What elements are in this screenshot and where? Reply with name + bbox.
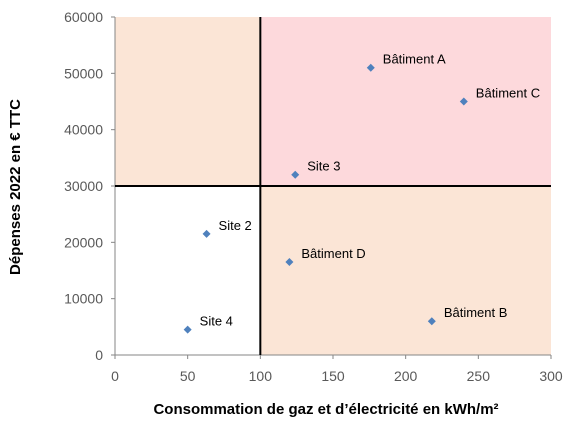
x-axis-title: Consommation de gaz et d’électricité en … (153, 401, 498, 418)
data-point-label: Site 4 (200, 314, 233, 329)
quadrant-bottom-right (260, 186, 551, 355)
x-tick-label: 150 (321, 368, 345, 384)
x-tick-label: 300 (539, 368, 563, 384)
data-point-label: Bâtiment B (444, 305, 508, 320)
y-tick-label: 60000 (64, 9, 103, 25)
data-point-label: Bâtiment A (383, 52, 446, 67)
y-tick-label: 50000 (64, 65, 103, 81)
y-tick-label: 30000 (64, 178, 103, 194)
data-point (202, 229, 211, 238)
quadrant-top-left (115, 17, 261, 186)
quadrant-top-right (260, 17, 551, 186)
data-point (427, 317, 436, 326)
data-point-label: Bâtiment D (301, 246, 365, 261)
data-point-label: Site 2 (219, 218, 252, 233)
quadrant-dividers (115, 17, 551, 355)
data-point (459, 97, 468, 106)
x-tick-label: 200 (394, 368, 418, 384)
x-tick-labels: 0 50 100 150 200 250 300 (111, 368, 563, 384)
data-point-label: Site 3 (307, 159, 340, 174)
y-tick-label: 0 (95, 347, 103, 363)
y-tick-label: 20000 (64, 234, 103, 250)
data-point (366, 63, 375, 72)
data-point (285, 258, 294, 267)
x-tick-label: 100 (249, 368, 273, 384)
y-tick-label: 40000 (64, 122, 103, 138)
y-tick-labels: 0 10000 20000 30000 40000 50000 60000 (64, 9, 103, 363)
data-point (291, 170, 300, 179)
y-axis-title: Dépenses 2022 en € TTC (7, 99, 24, 275)
x-tick-label: 250 (467, 368, 491, 384)
data-point-label: Bâtiment C (476, 86, 540, 101)
data-point (183, 325, 192, 334)
x-tick-label: 0 (111, 368, 119, 384)
data-points: Bâtiment A Bâtiment C Site 3 Site 2 Bâtiment… (183, 52, 540, 334)
x-tick-label: 50 (180, 368, 196, 384)
y-tick-label: 10000 (64, 291, 103, 307)
quadrant-backgrounds (115, 17, 551, 355)
